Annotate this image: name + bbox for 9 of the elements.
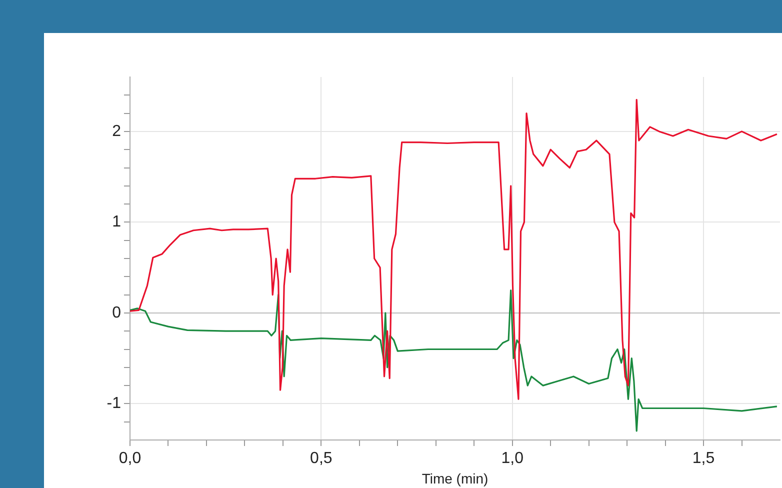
y-tick-label: 0 xyxy=(112,304,122,322)
y-tick-label: 1 xyxy=(112,214,122,231)
y-tick-label: -1 xyxy=(106,395,122,412)
y-tick-label: 2 xyxy=(112,122,122,140)
x-tick-label: 0,0 xyxy=(118,450,142,468)
x-axis-title: Time (min) xyxy=(422,470,488,486)
x-tick-label: 1,0 xyxy=(501,450,524,468)
x-tick-label: 0,5 xyxy=(310,450,332,468)
x-tick-label: 1,5 xyxy=(692,450,715,468)
